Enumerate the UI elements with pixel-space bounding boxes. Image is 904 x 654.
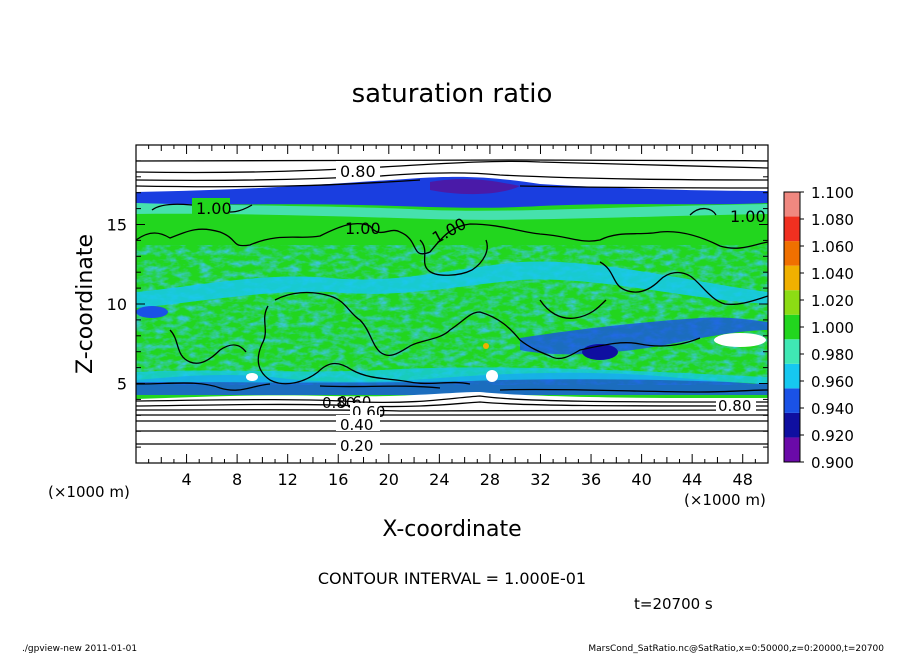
top-band-purple [430,179,520,195]
footer-right: MarsCond_SatRatio.nc@SatRatio,x=0:50000,… [588,644,884,654]
deep-blue-patch [136,306,168,318]
colorbar-swatch [784,412,800,438]
layer-band-1 [136,261,768,308]
x-tick-label: 24 [429,470,449,489]
contour-label-group: 0.80 1.00 1.00 1.00 1.00 0.80 0.60 0.60 … [192,161,766,455]
contour-label: 1.00 [196,199,232,218]
contour-line [136,395,768,404]
x-tick-label: 40 [631,470,651,489]
colorbar-label: 0.940 [811,400,854,418]
chart-title: saturation ratio [352,79,553,109]
x-tick-label: 28 [480,470,500,489]
contour-line [136,179,768,189]
y-tick-label: 15 [107,216,127,235]
contour-label: 0.80 [718,397,751,415]
contour-label: 0.80 [322,394,355,412]
x-axis-label: X-coordinate [382,517,521,542]
contour-lines [136,159,768,445]
x-tick-label: 36 [581,470,601,489]
colorbar: 0.900 0.920 0.940 0.960 0.980 1.000 1.020 1.040… [783,184,854,472]
x-unit-label-left: (×1000 m) [48,483,130,501]
colorbar-label: 1.020 [811,292,854,310]
contour-line [274,291,701,360]
x-tick-label: 48 [733,470,753,489]
colorbar-label: 0.900 [811,454,854,472]
white-gap [714,333,766,347]
contour-line [136,172,768,182]
colorbar-swatch [784,363,800,389]
contour-line [539,299,607,319]
x-tick-label: 12 [278,470,298,489]
contour-line [136,222,768,255]
contour-label: 0.20 [340,437,373,455]
colorbar-swatch [784,314,800,340]
colorbar-swatch [784,388,800,413]
time-text: t=20700 s [634,595,713,613]
colorbar-swatch [784,339,800,364]
contour-line [136,401,768,408]
colorbar-swatch [784,290,800,315]
x-tick-label: 16 [328,470,348,489]
colorbar-label: 0.960 [811,373,854,391]
contour-line [136,382,768,393]
y-tick-label: 10 [107,295,127,314]
x-tick-label: 8 [232,470,242,489]
axis-ticks [136,145,768,463]
colorbar-label: 1.040 [811,265,854,283]
white-gap [246,373,258,381]
y-tick-labels: 5 10 15 [107,216,127,394]
contour-label: 0.80 [340,162,376,181]
colorbar-label: 0.980 [811,346,854,364]
footer-left: ./gpview-new 2011-01-01 [22,644,137,654]
x-tick-label: 44 [682,470,702,489]
contour-line [136,159,768,162]
mixed-noise-layer [136,245,768,385]
y-tick-label: 5 [117,375,127,394]
colorbar-swatch [784,192,800,217]
contour-interval-text: CONTOUR INTERVAL = 1.000E-01 [318,569,586,588]
colorbar-swatch [784,437,800,462]
contour-label: 0.40 [340,416,373,434]
colorbar-swatch [784,241,800,266]
contour-line [689,207,717,216]
colorbar-swatch [784,265,800,291]
contour-line [257,305,471,385]
colorbar-label: 0.920 [811,427,854,445]
x-tick-labels: 4 8 12 16 20 24 28 32 36 40 44 48 [181,470,752,489]
supersat-spot [483,343,489,349]
colorbar-swatch [784,216,800,242]
colorbar-label: 1.060 [811,238,854,256]
contour-line [599,261,768,306]
plot-area: 0.80 1.00 1.00 1.00 1.00 0.80 0.60 0.60 … [136,145,768,463]
x-unit-label-right: (×1000 m) [684,491,766,509]
contour-line [419,239,488,276]
top-band-cyan [136,203,768,220]
contour-line [169,329,247,364]
lower-dry-region [136,392,768,463]
white-gap [486,370,498,382]
colorbar-label: 1.080 [811,211,854,229]
layer-band-2 [520,317,768,355]
x-tick-label: 4 [181,470,191,489]
colorbar-label: 1.100 [811,184,854,202]
y-axis-label: Z-coordinate [73,234,98,374]
contour-line [136,160,768,174]
contour-label: 1.00 [730,207,766,226]
colorbar-label: 1.000 [811,319,854,337]
contour-label: 1.00 [345,219,381,238]
bottom-cyan-band [136,367,768,384]
x-tick-label: 20 [379,470,399,489]
contour-line [136,409,768,412]
x-tick-label: 32 [530,470,550,489]
